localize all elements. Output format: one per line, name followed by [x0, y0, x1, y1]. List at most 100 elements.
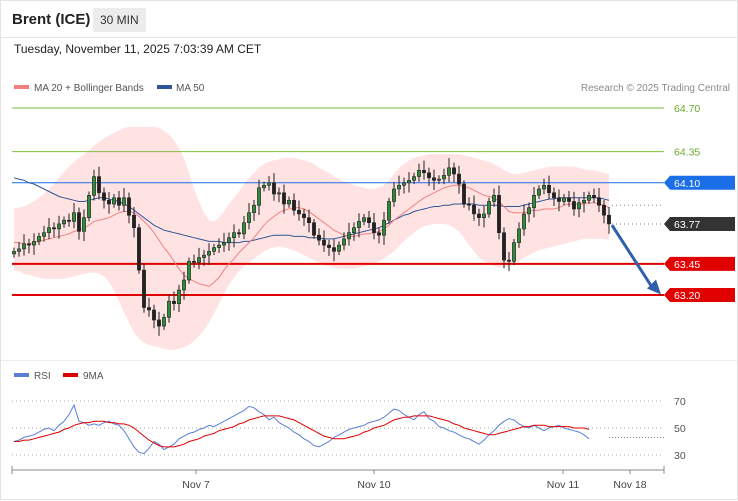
rsi-tick-label: 30 — [674, 450, 686, 462]
candle — [77, 207, 81, 240]
candle-body — [457, 173, 461, 185]
candle-body — [177, 289, 181, 304]
candle — [387, 197, 391, 224]
candle-body — [212, 247, 216, 252]
candle-body — [562, 197, 566, 202]
candle — [542, 178, 546, 195]
candle-body — [262, 185, 266, 189]
candle — [87, 191, 91, 222]
candle-body — [197, 257, 201, 263]
candle-body — [187, 260, 191, 281]
candle — [182, 271, 186, 300]
price-tag-63-20: 63.20 — [664, 288, 735, 302]
candle — [357, 213, 361, 238]
price-tag-text: 63.45 — [674, 259, 700, 271]
candle — [487, 197, 491, 218]
chart-header: Brent (ICE) 30 MIN — [1, 1, 737, 38]
candle-body — [107, 200, 111, 205]
candle-body — [382, 219, 386, 236]
rsi-ma-legend-swatch — [63, 373, 78, 377]
candle-body — [582, 200, 586, 204]
candle — [552, 187, 556, 206]
x-tick-label: Nov 10 — [357, 479, 390, 491]
candle-body — [232, 232, 236, 238]
candle — [127, 192, 131, 224]
candle — [337, 241, 341, 256]
price-tag-text: 64.70 — [674, 103, 700, 115]
candle — [112, 194, 116, 208]
price-tag-box — [664, 175, 735, 190]
candle — [102, 187, 106, 209]
price-tag-text: 63.77 — [674, 219, 700, 231]
candle — [547, 175, 551, 200]
rsi-ma-line — [14, 415, 590, 448]
rsi-ma-legend-label: 9MA — [83, 371, 104, 382]
candle-body — [472, 204, 476, 215]
candle-body — [122, 197, 126, 206]
candle-body — [337, 244, 341, 252]
candle — [362, 214, 366, 226]
candle-body — [42, 232, 46, 237]
candle — [432, 169, 436, 190]
candle — [427, 167, 431, 186]
candle — [82, 209, 86, 242]
candle-body — [112, 197, 116, 205]
candle — [397, 175, 401, 196]
candle-body — [217, 244, 221, 248]
candle-body — [567, 197, 571, 202]
candle — [162, 313, 166, 330]
candle-body — [487, 201, 491, 215]
candle — [382, 212, 386, 245]
price-tag-63-77: 63.77 — [664, 216, 735, 231]
candle — [277, 187, 281, 203]
candle — [252, 200, 256, 221]
candle-body — [147, 307, 151, 311]
candle-body — [322, 239, 326, 246]
candle-body — [572, 201, 576, 210]
x-tick-label: Nov 7 — [182, 479, 210, 491]
candle — [512, 238, 516, 266]
candle-body — [207, 251, 211, 256]
candle — [537, 185, 541, 199]
forecast-arrow — [610, 224, 661, 295]
candle-body — [427, 172, 431, 179]
candle — [217, 238, 221, 253]
candle-body — [27, 243, 31, 246]
candle-body — [17, 248, 21, 252]
candle — [317, 228, 321, 246]
price-tag-64-35: 64.35 — [674, 147, 700, 159]
candle — [437, 175, 441, 184]
candle — [507, 251, 511, 272]
candle-body — [152, 309, 156, 321]
candle — [207, 243, 211, 265]
candle — [287, 196, 291, 208]
candle-body — [317, 234, 321, 241]
candle-body — [587, 195, 591, 201]
candle — [477, 208, 481, 226]
candle-body — [512, 242, 516, 262]
candle-body — [597, 197, 601, 206]
candle-body — [82, 217, 86, 232]
price-tag-text: 64.35 — [674, 147, 700, 159]
candle — [557, 189, 561, 212]
timeframe-badge[interactable]: 30 MIN — [93, 8, 146, 32]
candle — [222, 232, 226, 252]
candle — [412, 172, 416, 184]
candle-body — [527, 207, 531, 215]
candle — [347, 222, 351, 246]
candle — [377, 227, 381, 244]
candle-body — [392, 188, 396, 202]
candle — [92, 169, 96, 201]
candle — [497, 185, 501, 240]
candle-body — [492, 195, 496, 202]
candle-body — [422, 170, 426, 174]
rsi-legend: RSI 9MA — [14, 371, 104, 382]
candle — [257, 179, 261, 215]
candle — [492, 188, 496, 207]
candle — [452, 162, 456, 183]
candle — [597, 188, 601, 212]
candle-body — [162, 317, 166, 327]
candle — [602, 200, 606, 224]
candle-body — [292, 200, 296, 211]
level-price-tags: 64.70 64.35 64.10 63.77 63.45 63.20 — [664, 103, 735, 302]
